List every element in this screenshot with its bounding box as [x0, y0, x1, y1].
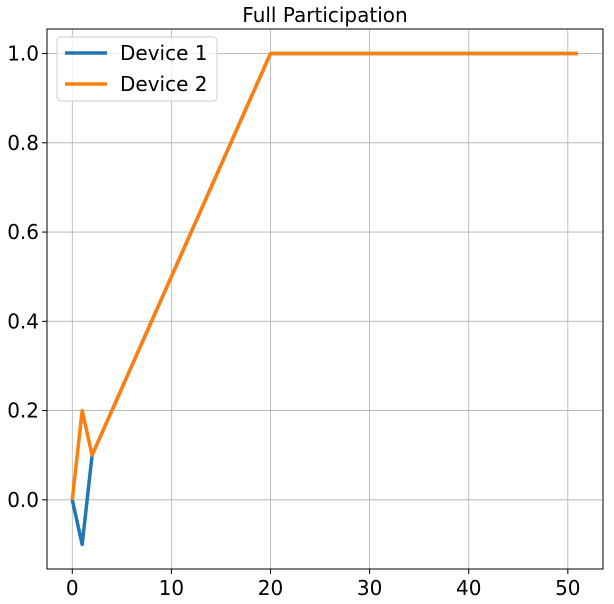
series-line-device-2 [70, 51, 578, 501]
y-tick-label: 0.6 [7, 220, 39, 244]
y-tick-label: 0.4 [7, 309, 39, 333]
y-tick-label: 1.0 [7, 42, 39, 66]
x-tick-label: 30 [357, 576, 382, 600]
y-tick-label: 0.2 [7, 399, 39, 423]
x-tick-label: 20 [258, 576, 283, 600]
legend: Device 1 Device 2 [56, 36, 218, 102]
legend-label: Device 1 [120, 41, 207, 65]
series-layer [70, 51, 578, 547]
plot-frame [46, 28, 604, 570]
y-tick-label: 0.8 [7, 131, 39, 155]
chart-title: Full Participation [242, 3, 407, 27]
legend-label: Device 2 [120, 72, 207, 96]
y-tick-label: 0.0 [7, 488, 39, 512]
x-tick-label: 10 [159, 576, 184, 600]
grid [47, 29, 603, 569]
x-tick-label: 0 [66, 576, 79, 600]
axis-ticks: 0 10 20 30 40 50 0.0 0.2 0.4 0.6 0.8 1.0 [7, 42, 580, 600]
x-tick-label: 50 [555, 576, 580, 600]
series-line-device-1 [70, 51, 578, 547]
x-tick-label: 40 [456, 576, 481, 600]
